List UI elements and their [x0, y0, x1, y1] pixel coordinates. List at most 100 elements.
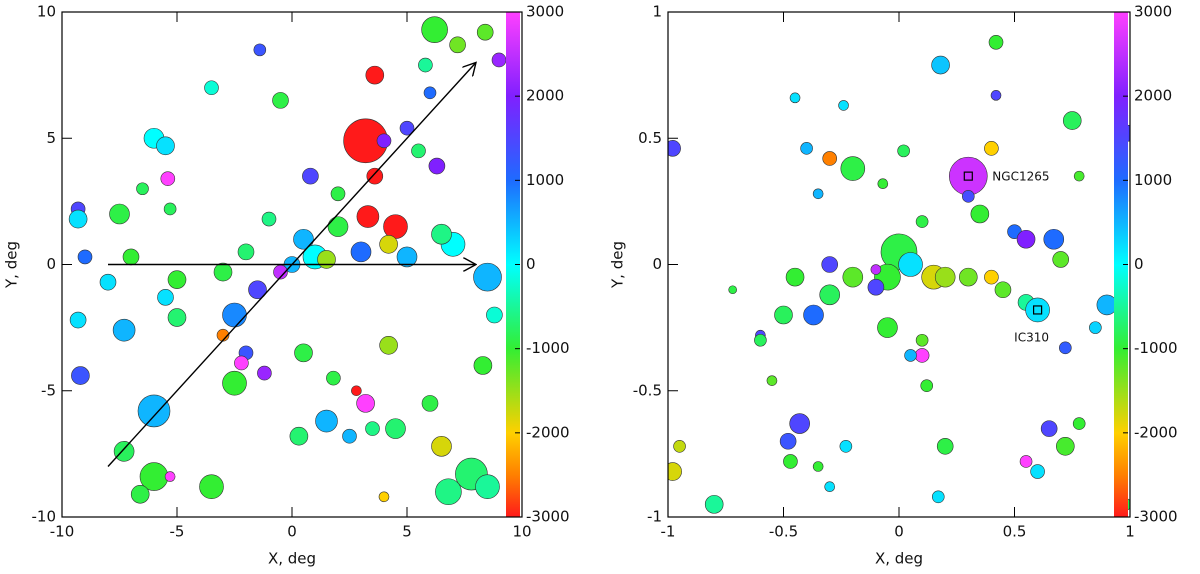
point	[385, 418, 406, 439]
point	[812, 188, 824, 200]
point	[473, 262, 502, 292]
y-axis-label: Y, deg	[609, 241, 627, 289]
point	[261, 211, 277, 227]
colorbar-tick-label: 3000	[1134, 3, 1172, 21]
point	[167, 308, 187, 327]
point	[491, 52, 507, 68]
colorbar-tick-label: -1000	[1134, 339, 1178, 357]
x-tick-label: 0	[894, 523, 904, 541]
point	[160, 171, 176, 186]
x-tick-label: -1	[661, 523, 676, 541]
point	[136, 182, 149, 196]
point	[379, 235, 398, 254]
point	[350, 241, 372, 263]
colorbar-tick-label: -2000	[526, 423, 570, 441]
point	[984, 141, 999, 156]
point	[904, 349, 917, 362]
point	[109, 203, 130, 225]
point	[948, 156, 988, 196]
point	[199, 474, 224, 500]
point	[113, 441, 135, 462]
point	[990, 90, 1002, 101]
point	[356, 394, 375, 413]
point	[378, 491, 390, 503]
point	[920, 379, 934, 393]
colorbar-tick-label: 0	[526, 255, 536, 273]
point	[130, 484, 150, 504]
point	[1062, 111, 1082, 130]
point	[1030, 464, 1045, 479]
point	[673, 439, 686, 453]
x-tick-label: 10	[512, 523, 531, 541]
point	[931, 55, 950, 75]
point	[327, 216, 349, 237]
colorbar	[506, 12, 520, 517]
point	[435, 478, 462, 506]
point	[222, 370, 247, 396]
point	[213, 262, 233, 282]
point	[237, 243, 255, 261]
point	[1089, 321, 1102, 334]
point	[931, 490, 945, 504]
point	[137, 394, 171, 428]
x-tick-label: 5	[402, 523, 412, 541]
colorbar-tick-label: 2000	[1134, 87, 1172, 105]
y-tick-label: 5	[46, 129, 56, 147]
point	[351, 385, 362, 397]
point	[812, 461, 824, 472]
point	[315, 409, 338, 433]
point	[342, 428, 357, 444]
point	[779, 432, 797, 450]
point	[289, 426, 309, 446]
point	[421, 16, 448, 43]
annotation-label: IC310	[1014, 330, 1049, 344]
point	[365, 421, 380, 436]
point	[774, 305, 793, 325]
point	[1059, 341, 1072, 355]
annotation-label: NGC1265	[992, 170, 1049, 184]
point	[668, 462, 682, 481]
point	[122, 248, 140, 266]
point	[69, 311, 87, 329]
point	[423, 86, 437, 100]
point	[421, 395, 439, 412]
point	[840, 156, 866, 181]
point	[1019, 455, 1033, 468]
point	[272, 92, 289, 109]
point	[728, 285, 737, 295]
point	[754, 333, 767, 347]
point	[1096, 294, 1118, 316]
point	[428, 157, 446, 175]
point	[164, 471, 176, 482]
point	[383, 214, 408, 239]
x-axis-label: X, deg	[268, 550, 316, 568]
point	[800, 142, 813, 155]
point	[1040, 420, 1058, 437]
point	[302, 167, 319, 185]
point	[431, 435, 452, 457]
y-tick-label: -5	[41, 381, 56, 399]
plot-area	[68, 16, 507, 506]
x-tick-label: -5	[170, 523, 185, 541]
point	[897, 144, 910, 158]
point	[867, 278, 885, 296]
colorbar-tick-label: 3000	[526, 3, 564, 21]
point	[994, 281, 1012, 299]
arrow	[107, 63, 476, 467]
point	[1016, 229, 1036, 249]
point	[476, 23, 494, 41]
point	[789, 92, 801, 104]
point	[877, 178, 889, 189]
point	[839, 439, 853, 453]
colorbar	[1114, 12, 1128, 517]
point	[326, 370, 341, 386]
point	[877, 317, 898, 338]
colorbar-tick-label: -3000	[1134, 508, 1178, 526]
point	[330, 186, 346, 202]
point	[1052, 251, 1069, 268]
point	[1072, 417, 1086, 430]
point	[157, 289, 174, 306]
y-tick-label: 0.5	[638, 129, 662, 147]
point	[356, 205, 380, 228]
point	[842, 266, 864, 288]
